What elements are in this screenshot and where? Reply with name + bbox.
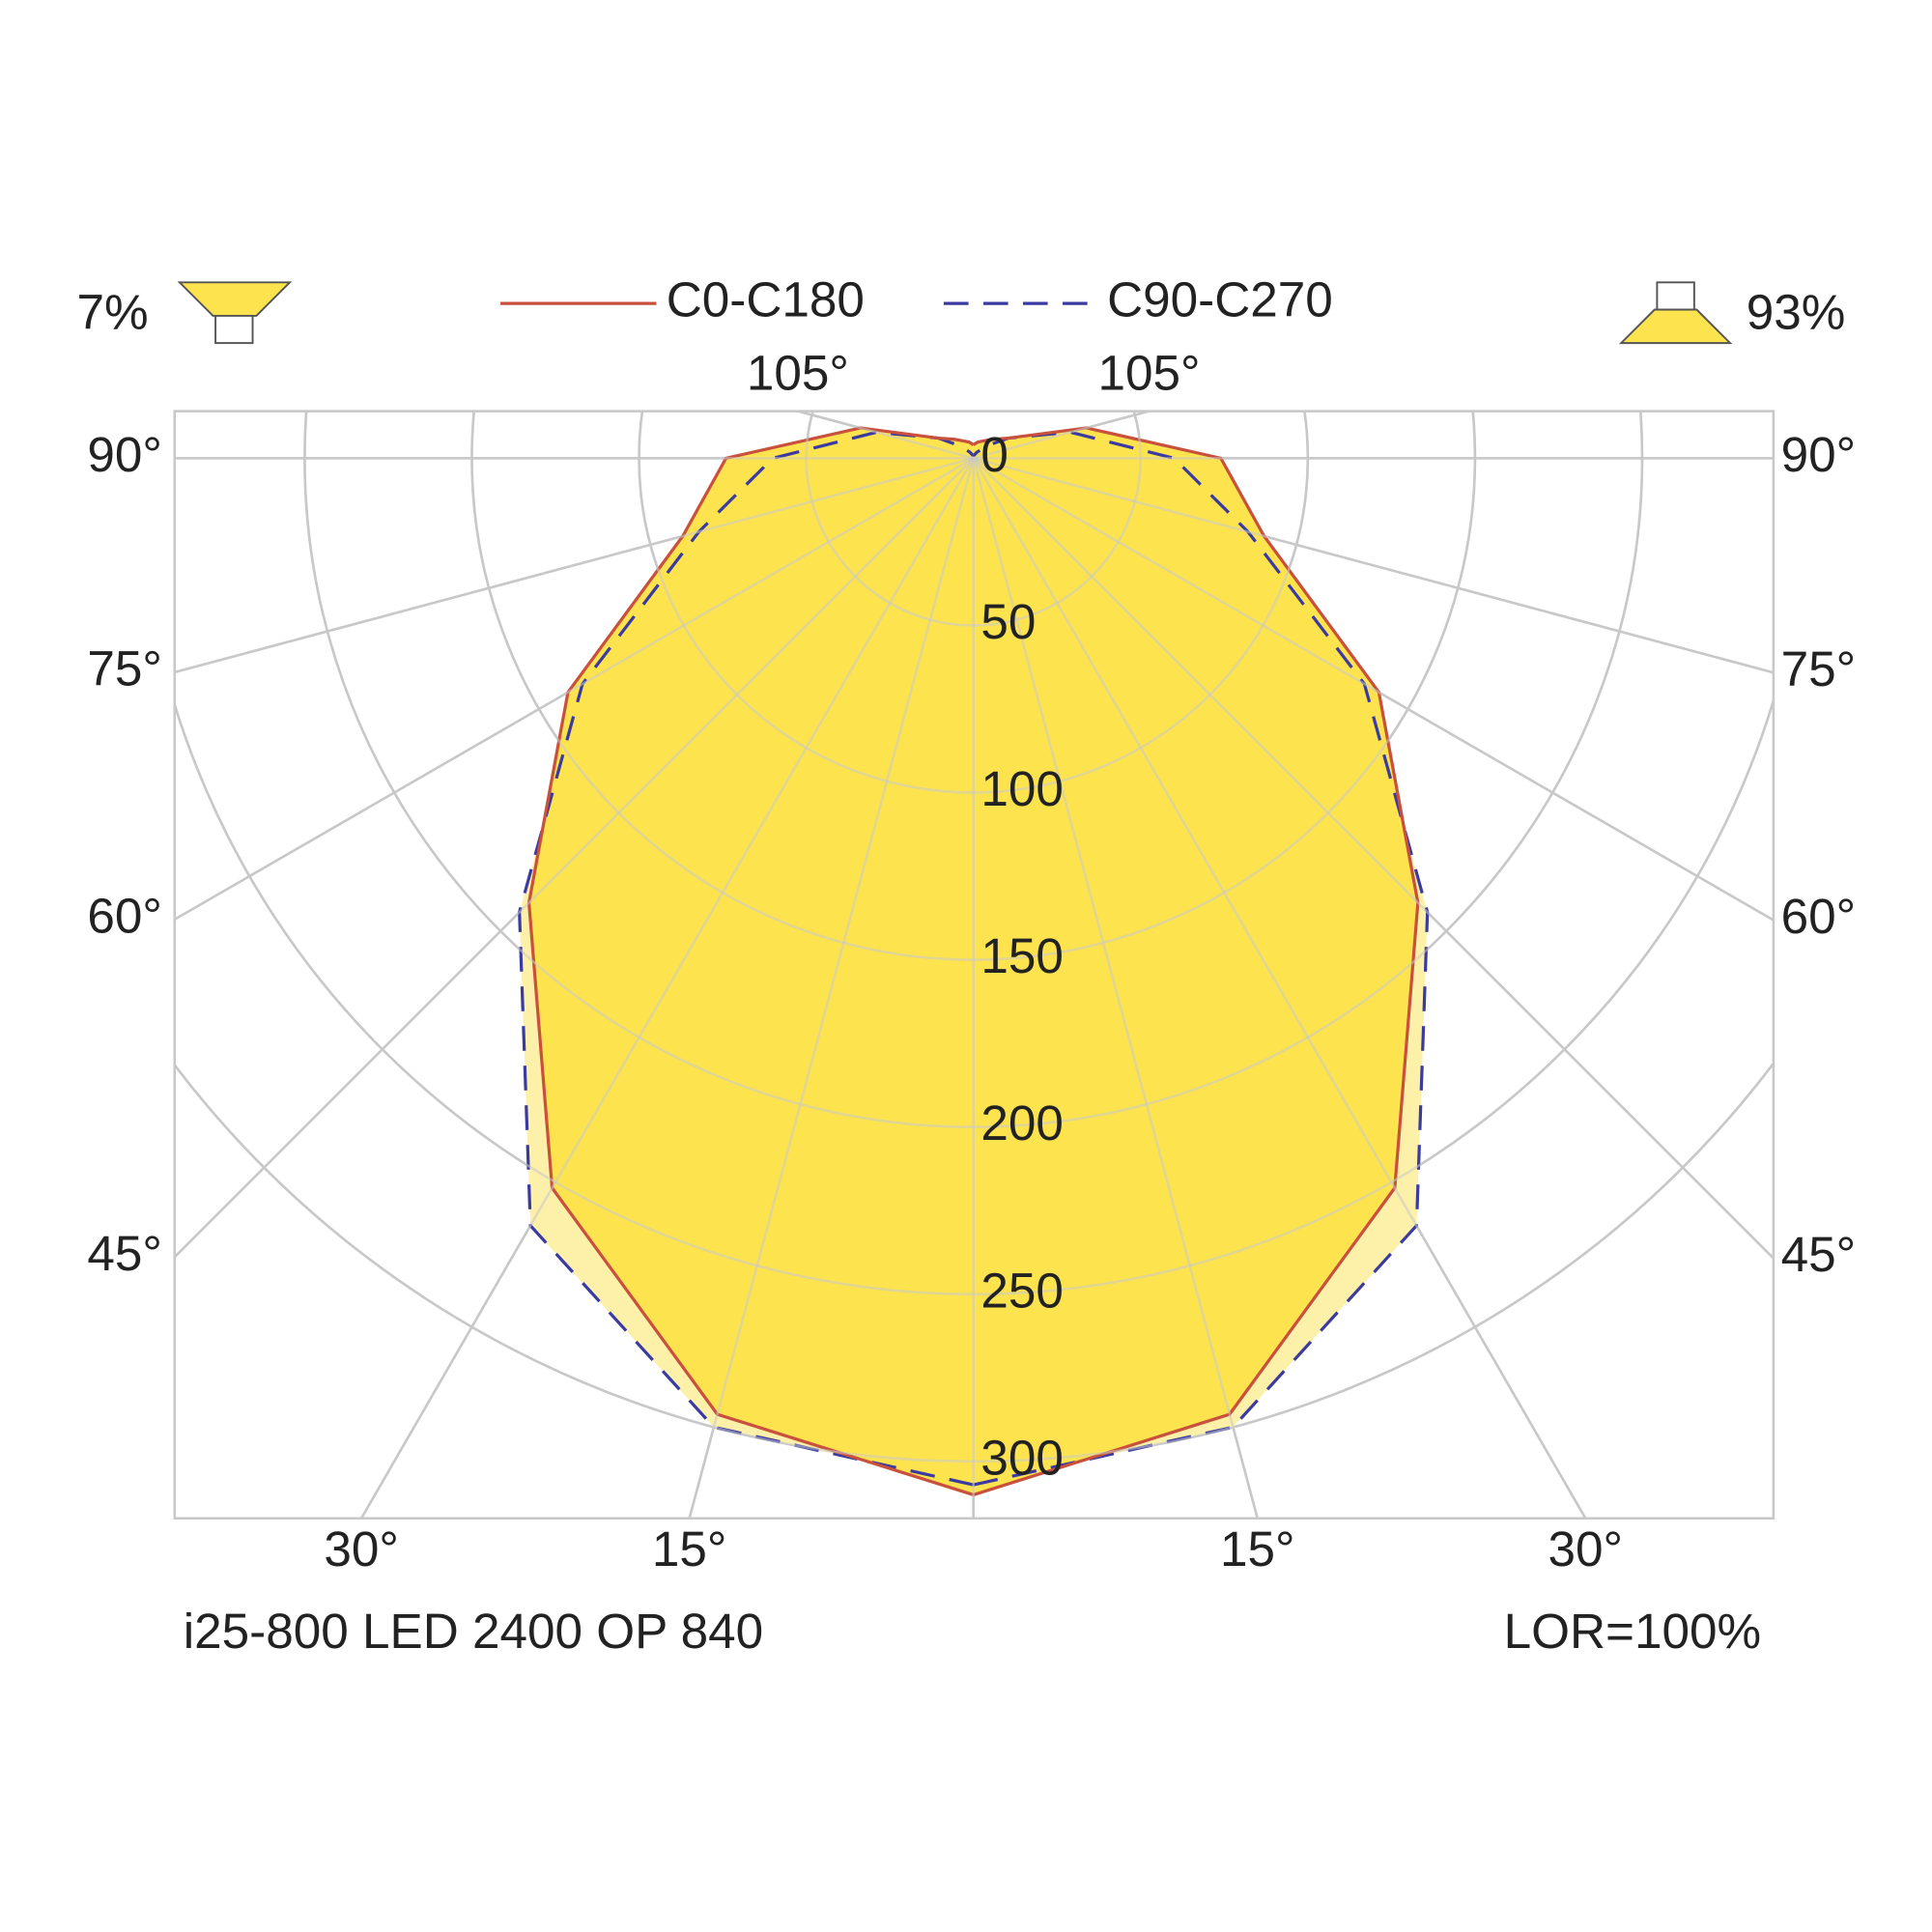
grid-ray [174,457,975,674]
r-tick-label: 50 [980,594,1036,649]
grid-ray [972,458,1259,1519]
downlight-icon [1618,281,1733,345]
angle-label: 75° [1781,641,1857,696]
angle-label: 30° [324,1521,399,1577]
angle-label: 15° [652,1521,727,1577]
legend-label: C90-C270 [1107,272,1333,327]
angle-label: 45° [87,1226,162,1281]
legend-label: C0-C180 [667,272,865,327]
grid-ray [174,457,975,1259]
area [528,427,974,1495]
r-tick-label: 300 [980,1430,1064,1485]
labels: 0 50 100 150 200 250 300 15° 15° 30° 30° 45° 45° 60° 6… [87,345,1856,1577]
grid-ray [973,457,1774,674]
angle-label: 60° [1781,889,1857,944]
grid-ray [972,457,1587,1519]
uplight-icon [177,281,293,345]
luminaire-name: i25-800 LED 2400 OP 840 [184,1604,763,1659]
downlight-share: 7% [76,284,148,339]
grid-ray [797,411,975,460]
grid-ray [973,457,1774,922]
angle-label: 60° [87,888,162,943]
angle-label: 105° [747,345,849,400]
uplight-share: 93% [1747,284,1846,339]
angle-label: 90° [87,427,162,482]
r-tick-label: 250 [980,1263,1064,1318]
r-tick-label: 100 [980,761,1064,816]
lor: LOR=100% [1504,1604,1761,1659]
grid-ray [359,457,975,1519]
angle-label: 105° [1097,345,1200,400]
area [973,427,1418,1495]
grid-ray [174,457,975,921]
r-tick-label: 0 [980,427,1009,482]
r-tick-label: 200 [980,1095,1064,1151]
r-tick-label: 150 [980,928,1064,983]
angle-label: 75° [87,640,162,696]
angle-label: 30° [1548,1521,1624,1577]
grid-overlay [174,411,1774,1519]
grid-ray [972,457,1774,1260]
grid-ray [973,411,1150,460]
grid-ray [688,458,975,1519]
frame [173,410,1776,1520]
angle-label: 90° [1781,427,1857,482]
angle-label: 45° [1781,1227,1857,1282]
plot [174,411,1774,1519]
angle-label: 15° [1220,1521,1295,1577]
